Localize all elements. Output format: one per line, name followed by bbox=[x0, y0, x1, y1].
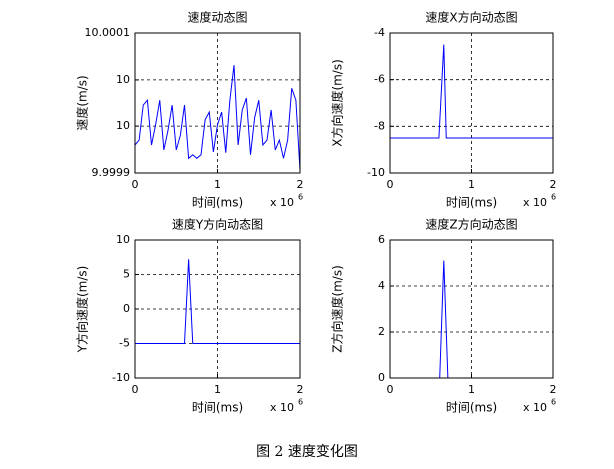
y-tick-label: -10 bbox=[367, 166, 385, 179]
x-multiplier-power: 6 bbox=[298, 398, 303, 407]
x-multiplier-power: 6 bbox=[551, 193, 556, 202]
y-tick-label: 4 bbox=[378, 279, 385, 292]
x-multiplier: x 10 bbox=[270, 401, 294, 414]
x-tick-label: 0 bbox=[132, 178, 139, 191]
x-tick-label: 2 bbox=[297, 178, 304, 191]
data-line bbox=[134, 65, 301, 171]
x-multiplier: x 10 bbox=[523, 401, 547, 414]
x-tick-label: 0 bbox=[387, 178, 394, 191]
figure-caption: 图 2 速度变化图 bbox=[256, 444, 358, 460]
y-axis-label: X方向速度(m/s) bbox=[330, 59, 345, 147]
x-multiplier-power: 6 bbox=[298, 193, 303, 202]
data-line bbox=[390, 44, 553, 139]
x-axis-label: 时间(ms) bbox=[446, 401, 497, 415]
chart-title: 速度X方向动态图 bbox=[425, 10, 517, 25]
y-tick-label: -8 bbox=[374, 119, 385, 132]
x-tick-label: 1 bbox=[214, 178, 221, 191]
axes-box bbox=[389, 239, 554, 379]
y-axis-label: 速度(m/s) bbox=[75, 75, 90, 130]
y-tick-label: -5 bbox=[119, 337, 130, 350]
y-tick-label: 0 bbox=[378, 371, 385, 384]
y-tick-label: 0 bbox=[123, 302, 130, 315]
x-axis-label: 时间(ms) bbox=[192, 401, 243, 415]
axes-box bbox=[134, 32, 301, 174]
x-tick-label: 2 bbox=[550, 178, 557, 191]
x-axis-label: 时间(ms) bbox=[446, 196, 497, 210]
x-tick-label: 2 bbox=[550, 383, 557, 396]
axes-box bbox=[389, 32, 554, 174]
x-tick-label: 0 bbox=[132, 383, 139, 396]
y-axis-label: Y方向速度(m/s) bbox=[75, 266, 90, 354]
data-line bbox=[135, 259, 300, 344]
x-tick-label: 1 bbox=[214, 383, 221, 396]
y-tick-label: 10 bbox=[116, 73, 130, 86]
y-tick-label: 2 bbox=[378, 325, 385, 338]
chart-title: 速度Y方向动态图 bbox=[172, 217, 263, 232]
x-tick-label: 2 bbox=[297, 383, 304, 396]
y-tick-label: 10 bbox=[116, 233, 130, 246]
y-tick-label: -10 bbox=[112, 371, 130, 384]
y-tick-label: -6 bbox=[374, 73, 385, 86]
x-multiplier-power: 6 bbox=[551, 398, 556, 407]
y-tick-label: -4 bbox=[374, 26, 385, 39]
y-axis-label: Z方向速度(m/s) bbox=[330, 265, 345, 353]
y-tick-label: 10.0001 bbox=[85, 26, 131, 39]
y-tick-label: 5 bbox=[123, 268, 130, 281]
x-tick-label: 1 bbox=[468, 178, 475, 191]
x-tick-label: 1 bbox=[468, 383, 475, 396]
y-tick-label: 10 bbox=[116, 119, 130, 132]
chart-title: 速度动态图 bbox=[187, 10, 247, 25]
chart-title: 速度Z方向动态图 bbox=[425, 217, 517, 232]
x-multiplier: x 10 bbox=[270, 196, 294, 209]
axes-box bbox=[134, 239, 301, 379]
x-multiplier: x 10 bbox=[523, 196, 547, 209]
y-tick-label: 6 bbox=[378, 233, 385, 246]
y-tick-label: 9.9999 bbox=[92, 166, 131, 179]
x-axis-label: 时间(ms) bbox=[192, 196, 243, 210]
x-tick-label: 0 bbox=[387, 383, 394, 396]
